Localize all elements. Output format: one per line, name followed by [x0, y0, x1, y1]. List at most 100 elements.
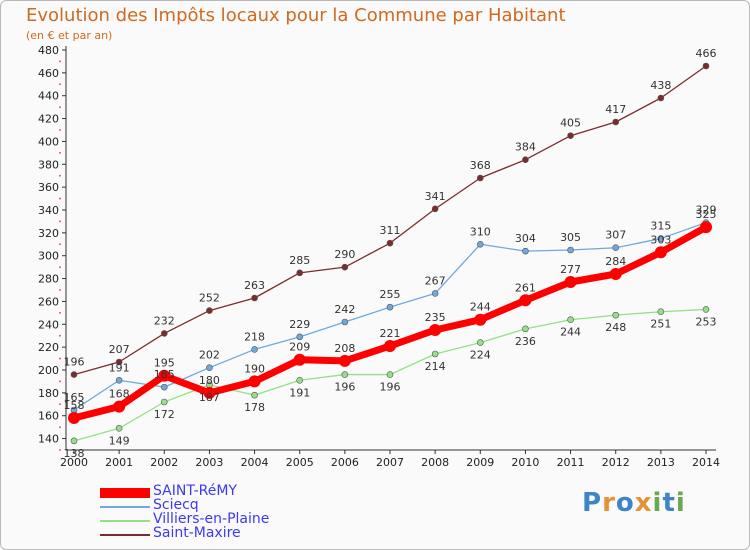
data-label: 285: [289, 254, 310, 267]
data-point: [293, 353, 306, 366]
data-label: 229: [289, 318, 310, 331]
data-label: 315: [650, 220, 671, 233]
data-label: 310: [470, 225, 491, 238]
legend-swatch: [100, 488, 150, 498]
x-tick-label: 2006: [331, 456, 359, 469]
data-label: 284: [605, 255, 626, 268]
y-tick-label: 160: [38, 410, 59, 423]
y-tick-label: 420: [38, 113, 59, 126]
legend-label: SAINT-RéMY: [153, 483, 237, 499]
data-label: 187: [199, 391, 220, 404]
data-point: [702, 306, 710, 313]
logo-letter: o: [615, 488, 635, 518]
data-point: [341, 318, 349, 326]
data-label: 209: [289, 341, 310, 354]
data-label: 180: [199, 374, 220, 387]
x-tick-label: 2000: [60, 456, 88, 469]
y-minor-tick: [59, 266, 61, 269]
logo-letter: r: [602, 488, 616, 518]
chart-subtitle: (en € et par an): [26, 29, 113, 42]
y-minor-tick: [59, 174, 61, 177]
data-label: 195: [154, 357, 175, 370]
y-minor-tick: [59, 220, 61, 223]
data-point: [206, 364, 213, 372]
legend-label: Villiers-en-Plaine: [153, 511, 270, 527]
x-tick-label: 2013: [647, 456, 675, 469]
data-label: 438: [650, 79, 671, 92]
legend-swatch: [100, 506, 150, 508]
logo-letter: i: [675, 488, 686, 518]
data-label: 149: [109, 434, 130, 447]
data-point: [251, 294, 258, 302]
y-tick-label: 400: [38, 135, 59, 148]
data-label: 236: [515, 335, 536, 348]
y-minor-tick: [59, 151, 61, 154]
data-label: 185: [154, 368, 175, 381]
y-tick-label: 440: [38, 90, 59, 103]
x-tick-label: 2012: [602, 456, 630, 469]
data-point: [384, 340, 396, 352]
data-point: [68, 412, 80, 424]
y-minor-tick: [59, 197, 61, 200]
data-point: [431, 290, 439, 297]
data-label: 165: [64, 391, 85, 404]
data-point: [386, 303, 394, 311]
y-minor-tick: [59, 380, 61, 383]
y-tick-label: 180: [38, 387, 59, 400]
x-tick-label: 2002: [150, 456, 178, 469]
y-tick-label: 300: [38, 250, 59, 263]
data-label: 214: [425, 360, 446, 373]
x-tick-label: 2005: [286, 456, 314, 469]
data-point: [657, 235, 665, 242]
y-minor-tick: [59, 311, 61, 314]
logo-letter: P: [582, 488, 603, 518]
data-label: 251: [650, 318, 671, 331]
data-point: [567, 132, 574, 140]
data-point: [612, 118, 620, 126]
data-label: 341: [425, 190, 446, 203]
data-point: [522, 325, 529, 333]
data-label: 138: [64, 447, 85, 460]
x-tick-label: 2010: [511, 456, 539, 469]
data-label: 218: [244, 330, 265, 343]
x-tick-label: 2003: [195, 456, 223, 469]
data-label: 221: [380, 327, 401, 340]
data-label: 172: [154, 408, 175, 421]
data-label: 368: [470, 159, 491, 172]
data-label: 261: [515, 281, 536, 294]
data-point: [251, 346, 258, 353]
y-minor-tick: [59, 106, 61, 109]
data-point: [657, 94, 665, 102]
y-tick-label: 280: [38, 273, 59, 286]
data-label: 242: [334, 303, 355, 316]
x-tick-label: 2008: [421, 456, 449, 469]
data-point: [296, 269, 304, 277]
data-label: 252: [199, 292, 220, 305]
legend-label: Sciecq: [153, 497, 199, 513]
y-tick-label: 380: [38, 158, 59, 171]
data-label: 466: [696, 47, 717, 60]
data-point: [386, 371, 394, 378]
y-minor-tick: [59, 334, 61, 337]
data-point: [567, 246, 574, 254]
y-tick-label: 480: [38, 44, 59, 57]
legend-swatch: [100, 534, 150, 536]
data-point: [160, 383, 168, 391]
data-label: 329: [696, 204, 717, 217]
chart-title: Evolution des Impôts locaux pour la Comm…: [26, 5, 566, 26]
data-point: [113, 400, 126, 413]
data-point: [341, 371, 349, 378]
data-label: 207: [109, 343, 130, 356]
data-label: 303: [650, 233, 671, 246]
data-point: [654, 246, 667, 259]
data-point: [429, 324, 442, 336]
data-label: 255: [380, 288, 401, 301]
y-tick-label: 140: [38, 433, 59, 446]
data-label: 417: [605, 103, 626, 116]
x-tick-label: 2001: [105, 456, 133, 469]
data-label: 305: [560, 231, 581, 244]
logo-letter: t: [662, 488, 676, 518]
data-point: [612, 311, 620, 319]
data-point: [70, 437, 78, 445]
